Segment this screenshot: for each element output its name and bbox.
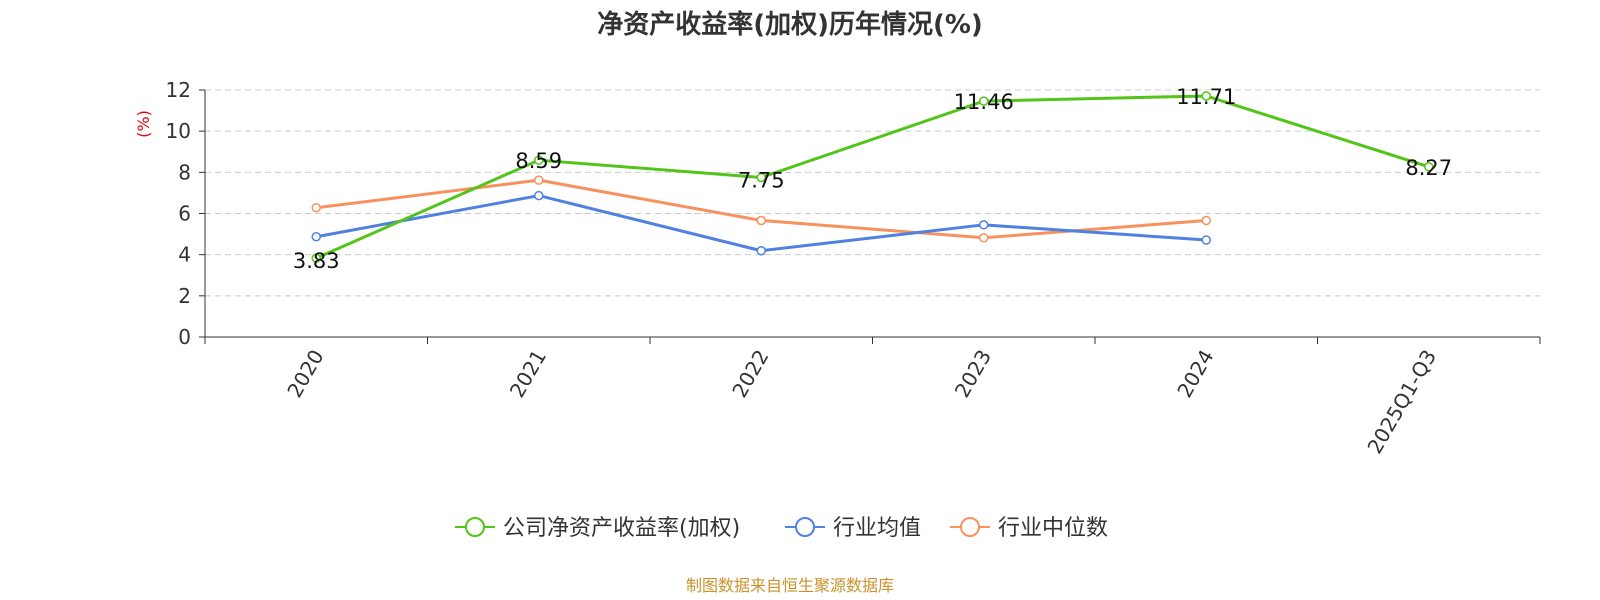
legend-marker [465, 517, 485, 537]
series-point [756, 246, 766, 256]
series-point [534, 175, 544, 185]
series-point [756, 215, 766, 226]
axes: 0 2 4 6 8 10 12 2020 2021 2022 2023 2024 2025Q1-Q3 [166, 78, 1541, 458]
data-label: 7.75 [738, 168, 785, 192]
y-tick-label: 0 [178, 325, 191, 349]
y-tick-label: 12 [166, 78, 191, 102]
data-label: 3.83 [293, 249, 340, 273]
series-line [315, 94, 1430, 260]
x-tick-label: 2025Q1-Q3 [1362, 346, 1441, 458]
x-tick-label: 2023 [950, 346, 996, 402]
legend-label: 公司净资产收益率(加权) [503, 516, 740, 541]
y-tick-label: 8 [178, 160, 191, 184]
source-note: 制图数据来自恒生聚源数据库 [686, 576, 894, 595]
y-tick-label: 6 [178, 202, 191, 226]
x-tick-label: 2021 [505, 346, 551, 402]
series-point [1201, 215, 1211, 226]
data-label: 8.27 [1405, 156, 1452, 180]
legend: 公司净资产收益率(加权) 行业均值 行业中位数 [455, 516, 1108, 541]
series-point [311, 202, 321, 213]
series-point [979, 220, 989, 230]
data-label: 11.71 [1176, 85, 1236, 109]
y-tick-label: 2 [178, 284, 191, 308]
x-tick-label: 2024 [1172, 346, 1218, 402]
grid-lines [205, 89, 1540, 297]
data-labels: 3.83 8.59 7.75 11.46 11.71 8.27 [293, 85, 1452, 273]
chart-title: 净资产收益率(加权)历年情况(%) [597, 9, 983, 40]
legend-label: 行业均值 [833, 516, 921, 541]
series-point [979, 233, 989, 243]
legend-marker [960, 517, 980, 537]
y-axis-label: (%) [134, 110, 153, 138]
series-point [1201, 235, 1211, 245]
x-tick-label: 2020 [282, 346, 328, 402]
data-label: 11.46 [954, 90, 1014, 114]
series-point [979, 96, 989, 106]
series-point [311, 232, 321, 242]
series-point [1201, 91, 1211, 101]
series-point [534, 190, 544, 201]
series-point [1424, 162, 1434, 172]
legend-label: 行业中位数 [998, 516, 1108, 541]
series-point [534, 155, 544, 165]
x-tick-label: 2022 [727, 346, 773, 402]
data-label: 8.59 [515, 149, 562, 173]
y-tick-label: 4 [178, 243, 191, 267]
legend-marker [795, 517, 815, 537]
y-tick-label: 10 [166, 119, 191, 143]
series-point [311, 253, 321, 263]
series-group [311, 91, 1434, 263]
series-point [756, 172, 766, 183]
